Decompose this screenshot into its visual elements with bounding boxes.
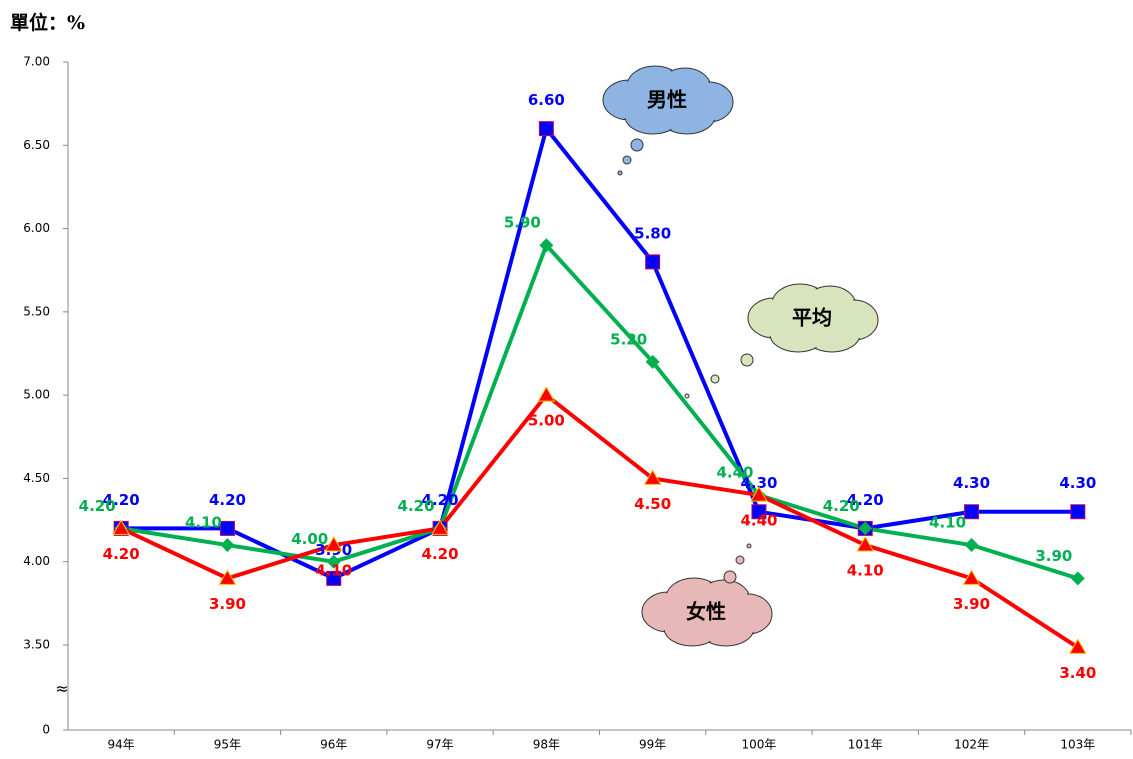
y-tick-label: 6.00 — [23, 221, 50, 235]
marker — [431, 519, 449, 535]
legend-cloud: 男性 — [602, 65, 734, 176]
marker — [539, 238, 554, 253]
value-label: 4.20 — [103, 545, 140, 563]
marker — [1070, 504, 1086, 520]
value-label: 5.00 — [528, 412, 565, 430]
marker — [858, 521, 873, 536]
cloud-dot — [617, 170, 623, 176]
unit-label: 單位：% — [10, 11, 85, 34]
value-label: 3.90 — [1035, 547, 1072, 565]
marker — [643, 469, 662, 485]
marker — [964, 538, 979, 553]
value-label: 5.80 — [634, 224, 671, 242]
value-label: 4.10 — [315, 562, 352, 580]
cloud-fill — [665, 611, 719, 645]
marker — [964, 504, 980, 520]
y-tick-label: 7.00 — [23, 55, 50, 69]
value-label: 4.20 — [103, 491, 140, 509]
x-tick-label: 97年 — [426, 738, 453, 752]
marker — [220, 538, 235, 553]
series-line — [120, 393, 1079, 650]
legend-cloud: 平均 — [684, 283, 879, 399]
marker — [962, 569, 981, 585]
value-label: 4.20 — [398, 497, 435, 515]
value-label: 4.30 — [953, 474, 990, 492]
marker — [538, 121, 554, 137]
cloud-fill — [626, 99, 680, 133]
value-label: 6.60 — [528, 91, 565, 109]
value-label: 4.10 — [929, 514, 966, 532]
marker — [1070, 571, 1085, 586]
x-tick-label: 99年 — [639, 738, 666, 752]
value-label: 5.90 — [504, 214, 541, 232]
legend-label: 平均 — [792, 306, 832, 330]
value-label: 4.20 — [823, 497, 860, 515]
value-label: 4.20 — [422, 545, 459, 563]
y-tick-label: 6.50 — [23, 138, 50, 152]
legend-cloud: 女性 — [641, 543, 773, 647]
x-tick-label: 100年 — [741, 738, 776, 752]
marker — [645, 354, 660, 369]
cloud-dot — [740, 353, 754, 367]
marker — [218, 569, 237, 585]
x-tick-label: 98年 — [533, 738, 560, 752]
legend-label: 男性 — [647, 88, 687, 112]
value-label: 4.20 — [79, 497, 116, 515]
cloud-dot — [710, 374, 720, 384]
marker — [856, 536, 875, 552]
series-line — [120, 243, 1079, 581]
axis-break: ≈ — [55, 679, 68, 698]
y-tick-label: 5.50 — [23, 304, 50, 318]
y-tick-label: 5.00 — [23, 388, 50, 402]
value-label: 4.10 — [847, 562, 884, 580]
y-tick-label: 0 — [42, 723, 50, 737]
marker — [750, 486, 768, 502]
value-label: 4.10 — [185, 514, 222, 532]
x-tick-label: 95年 — [214, 738, 241, 752]
marker — [324, 536, 343, 552]
value-label: 4.30 — [740, 474, 777, 492]
value-label: 3.90 — [209, 595, 246, 613]
marker — [645, 254, 661, 270]
marker — [326, 570, 342, 586]
y-tick-label: 4.00 — [23, 554, 50, 568]
legend-label: 女性 — [686, 600, 726, 624]
x-tick-label: 101年 — [848, 738, 883, 752]
value-label: 4.50 — [634, 495, 671, 513]
y-tick-label: 3.50 — [23, 638, 50, 652]
cloud-dot — [684, 393, 690, 399]
cloud-dot — [622, 155, 632, 165]
marker — [219, 520, 235, 536]
value-label: 4.40 — [740, 512, 777, 530]
x-tick-label: 94年 — [108, 738, 135, 752]
y-tick-label: 4.50 — [23, 471, 50, 485]
marker — [1068, 638, 1087, 654]
x-tick-label: 102年 — [954, 738, 989, 752]
value-label: 4.20 — [422, 491, 459, 509]
marker — [751, 504, 767, 520]
cloud-dot — [723, 570, 737, 584]
marker — [326, 554, 341, 569]
cloud-dot — [630, 138, 644, 152]
value-label: 5.20 — [610, 330, 647, 348]
marker — [537, 386, 556, 402]
value-label: 4.20 — [847, 491, 884, 509]
marker — [112, 519, 131, 535]
cloud-dot — [746, 543, 752, 549]
cloud-fill — [771, 317, 825, 351]
x-tick-label: 96年 — [320, 738, 347, 752]
x-tick-label: 103年 — [1060, 738, 1095, 752]
value-label: 3.90 — [953, 595, 990, 613]
cloud-dot — [735, 555, 745, 565]
value-label: 4.00 — [291, 530, 328, 548]
value-label: 4.30 — [1059, 474, 1096, 492]
value-label: 4.40 — [716, 464, 753, 482]
value-label: 3.40 — [1059, 664, 1096, 682]
value-label: 4.20 — [209, 491, 246, 509]
series-line — [121, 126, 1078, 581]
